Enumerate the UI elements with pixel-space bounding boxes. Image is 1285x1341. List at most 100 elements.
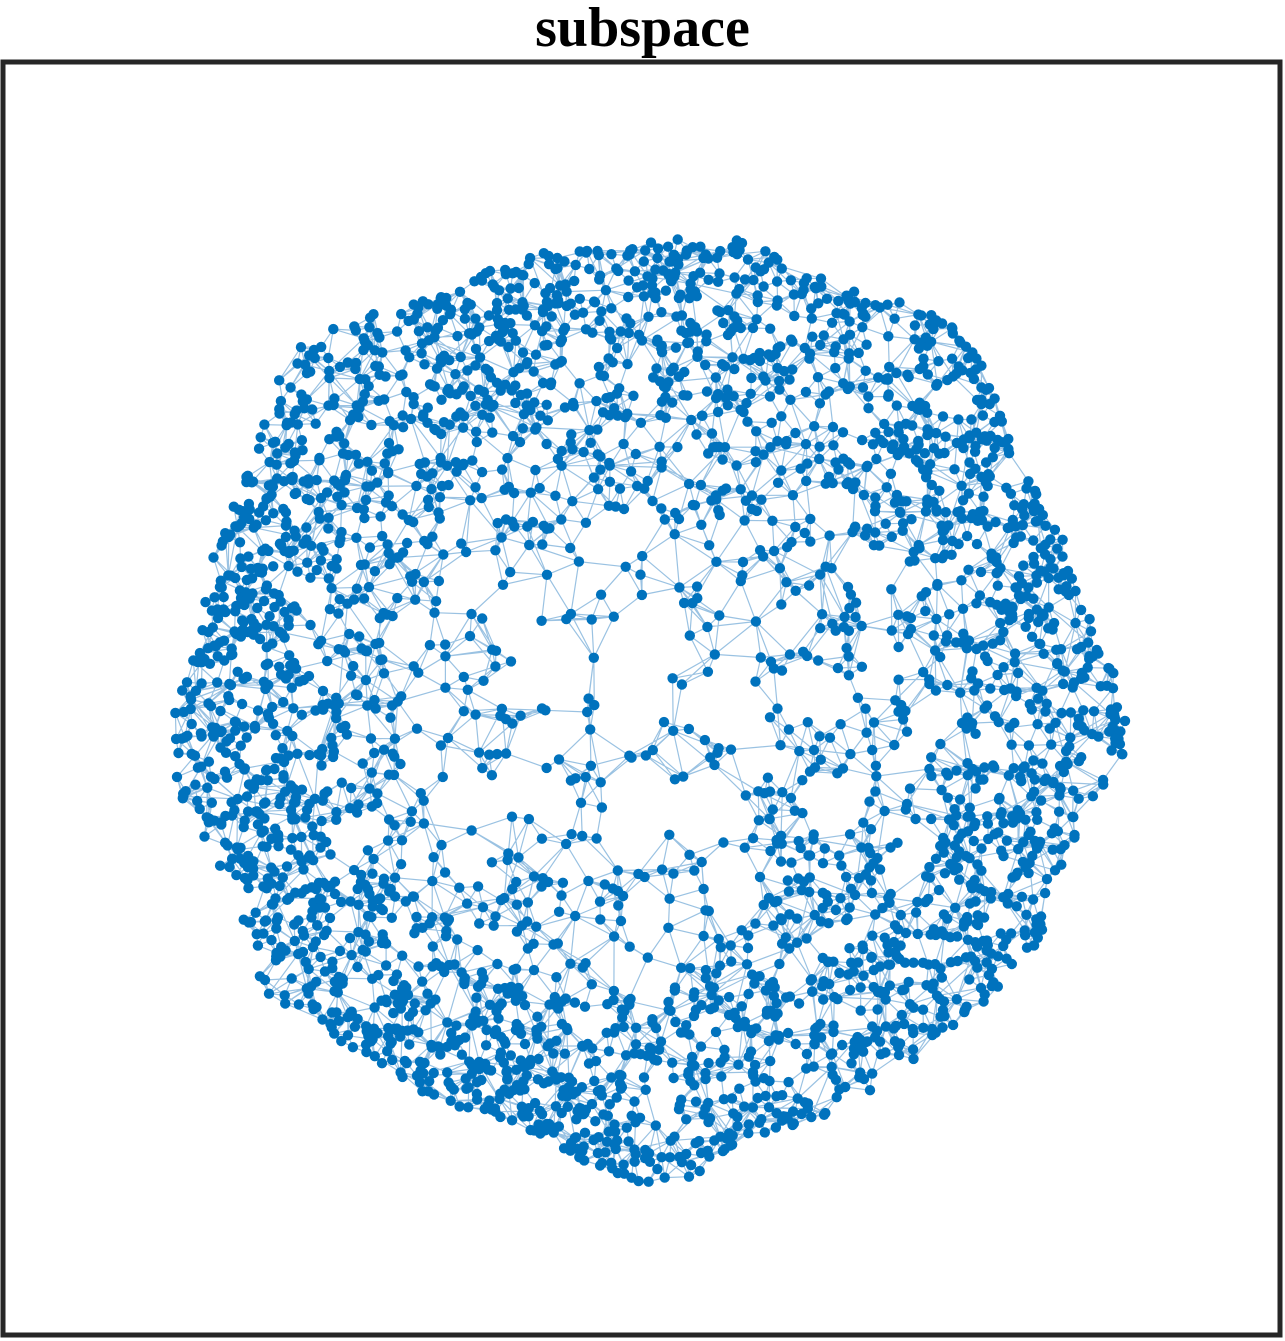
graph-node	[409, 998, 420, 1009]
graph-node	[493, 1013, 504, 1024]
graph-node	[503, 341, 514, 353]
graph-node	[301, 394, 312, 405]
graph-node	[822, 896, 833, 907]
graph-node	[592, 424, 603, 435]
graph-node	[454, 882, 465, 893]
graph-node	[803, 580, 815, 591]
graph-node	[1017, 519, 1028, 531]
graph-node	[366, 767, 377, 778]
graph-node	[796, 288, 807, 300]
graph-node	[416, 348, 427, 359]
graph-node	[763, 1102, 775, 1113]
graph-node	[535, 410, 546, 421]
graph-node	[817, 887, 828, 898]
graph-node	[1052, 658, 1063, 669]
graph-node	[238, 511, 250, 523]
graph-node	[758, 281, 769, 292]
graph-node	[833, 464, 844, 475]
graph-node	[502, 1074, 513, 1085]
graph-node	[617, 1012, 628, 1023]
graph-node	[448, 1084, 459, 1095]
graph-node	[926, 752, 937, 763]
graph-node	[696, 519, 707, 530]
graph-node	[377, 654, 388, 665]
graph-node	[369, 694, 380, 706]
graph-node	[784, 991, 796, 1002]
graph-node	[651, 363, 662, 374]
graph-node	[413, 1027, 424, 1038]
graph-node	[746, 372, 757, 384]
graph-node	[301, 983, 312, 994]
graph-node	[673, 259, 684, 270]
graph-node	[884, 959, 896, 970]
graph-node	[190, 685, 202, 696]
graph-node	[794, 745, 805, 757]
graph-node	[1023, 740, 1035, 751]
graph-node	[529, 1097, 541, 1109]
graph-node	[850, 611, 861, 623]
graph-node	[314, 893, 325, 904]
graph-node	[735, 322, 746, 334]
graph-node	[922, 369, 933, 380]
graph-node	[795, 463, 806, 474]
graph-node	[493, 285, 505, 296]
graph-node	[284, 892, 295, 904]
graph-node	[333, 1015, 344, 1026]
graph-node	[378, 607, 389, 619]
graph-node	[552, 252, 563, 264]
graph-node	[700, 1067, 711, 1079]
graph-node	[255, 432, 266, 443]
graph-node	[364, 542, 376, 553]
graph-node	[953, 414, 964, 425]
graph-node	[893, 427, 904, 438]
graph-node	[670, 507, 681, 519]
graph-node	[1040, 706, 1051, 717]
graph-node	[499, 892, 510, 904]
graph-node	[595, 464, 606, 475]
graph-node	[844, 381, 855, 392]
graph-node	[659, 514, 670, 525]
graph-node	[270, 955, 282, 966]
graph-node	[698, 883, 709, 895]
graph-node	[801, 933, 812, 944]
graph-node	[930, 853, 942, 864]
graph-node	[359, 512, 370, 524]
graph-node	[361, 1046, 372, 1058]
graph-node	[844, 943, 855, 954]
graph-node	[1058, 678, 1069, 690]
graph-node	[874, 864, 886, 875]
graph-node	[556, 355, 567, 367]
graph-node	[783, 1076, 794, 1088]
graph-node	[844, 316, 855, 327]
graph-node	[787, 364, 798, 375]
graph-node	[345, 1007, 356, 1018]
graph-node	[645, 237, 657, 248]
graph-node	[604, 1099, 615, 1110]
graph-node	[962, 916, 973, 927]
graph-node	[303, 963, 314, 975]
graph-node	[903, 976, 914, 988]
graph-node	[354, 631, 365, 642]
graph-node	[250, 907, 261, 918]
graph-node	[310, 418, 321, 429]
graph-node	[923, 959, 934, 970]
graph-node	[811, 1022, 823, 1033]
graph-node	[676, 1094, 687, 1105]
graph-node	[971, 643, 982, 655]
graph-node	[1032, 693, 1044, 704]
graph-node	[531, 422, 542, 433]
graph-node	[545, 379, 556, 391]
graph-node	[765, 1055, 776, 1067]
graph-node	[777, 787, 788, 798]
graph-node	[771, 276, 783, 287]
graph-node	[397, 950, 408, 961]
graph-node	[902, 628, 914, 640]
graph-node	[961, 530, 973, 542]
graph-node	[384, 559, 395, 570]
graph-node	[508, 964, 519, 975]
graph-node	[336, 777, 347, 788]
graph-node	[989, 442, 1000, 454]
graph-node	[444, 959, 455, 971]
graph-node	[780, 932, 791, 943]
